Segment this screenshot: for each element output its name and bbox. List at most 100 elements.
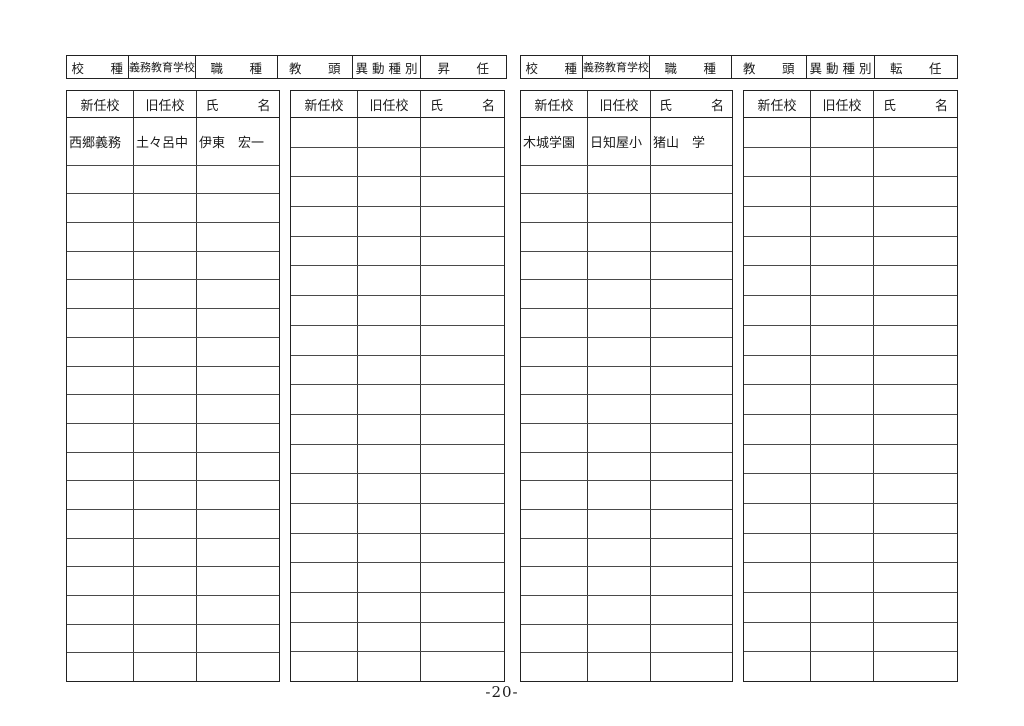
cell [811,474,874,503]
cell [358,533,421,563]
cell [651,280,732,308]
cell [197,166,279,194]
cell [358,147,421,177]
cell [197,481,279,509]
cell [521,309,588,337]
cell [521,165,588,194]
transfer-table-left-2: 新任校 旧任校氏 名 [290,90,505,682]
cell [197,367,279,395]
cell [811,266,874,296]
meta-cell: 職 種 [196,56,278,78]
cell [134,223,197,251]
meta-cell: 教 頭 [732,56,807,78]
cell [358,118,421,147]
table-row [521,280,732,310]
cell [421,118,504,147]
cell [134,165,197,194]
table-row [67,481,279,510]
table-row [521,567,732,596]
cell [651,166,732,194]
cell [874,593,957,622]
cell [811,296,874,325]
transfer-table-right-2: 新任校 旧任校氏 名 [743,90,958,682]
table-row [67,165,279,195]
cell [651,223,732,251]
table-row [744,177,957,208]
cell [358,652,421,682]
cell [744,296,811,325]
table-row [67,567,279,596]
cell [358,177,421,207]
table-row [67,309,279,338]
cell [67,567,134,595]
cell [811,444,874,474]
table-row [67,509,279,539]
table-row [67,423,279,453]
table-row [744,652,957,682]
table-row [291,622,504,653]
cell [358,414,421,444]
table-row [521,596,732,625]
cell [67,251,134,280]
cell [521,624,588,653]
table-header-row: 新任校 旧任校氏 名 [521,91,732,118]
cell [421,652,504,681]
cell [134,567,197,595]
meta-cell: 義務教育学校 [583,56,650,78]
cell [744,355,811,385]
table-row [67,624,279,654]
table-row [67,452,279,482]
table-row [521,423,732,453]
meta-cell: 校 種 [67,56,129,78]
cell [421,415,504,444]
table-row [291,266,504,297]
cell [291,266,358,296]
cell [358,355,421,385]
cell [874,623,957,652]
cell [521,596,588,624]
cell [874,504,957,533]
table-row [291,236,504,267]
table-row [521,395,732,424]
cell [651,453,732,481]
cell [197,223,279,251]
cell: 伊東 宏一 [199,135,265,151]
table-row [291,325,504,356]
cell [358,296,421,325]
cell [134,538,197,567]
cell [291,503,358,533]
cell [874,177,957,206]
column-header: 新任校 [291,91,358,117]
table-row [521,653,732,682]
cell [651,338,732,366]
cell [811,503,874,533]
cell [744,414,811,444]
table-row [744,385,957,415]
cell [588,165,651,194]
table-row [291,385,504,415]
cell [134,423,197,452]
cell [521,538,588,567]
cell [67,309,134,337]
cell [651,252,732,280]
cell [874,563,957,592]
cell [291,355,358,385]
table-row [291,474,504,504]
cell [874,326,957,355]
table-row [744,355,957,386]
cell [651,309,732,337]
cell [588,567,651,595]
table-row [744,147,957,178]
table-row [521,509,732,539]
cell [521,423,588,452]
table-row [291,118,504,148]
column-header: 新任校 [744,91,811,117]
cell [588,251,651,280]
cell [811,593,874,622]
cell [291,474,358,503]
cell [291,236,358,266]
table-row [744,622,957,653]
cell [651,395,732,423]
table-row [291,147,504,178]
table-row [521,481,732,510]
